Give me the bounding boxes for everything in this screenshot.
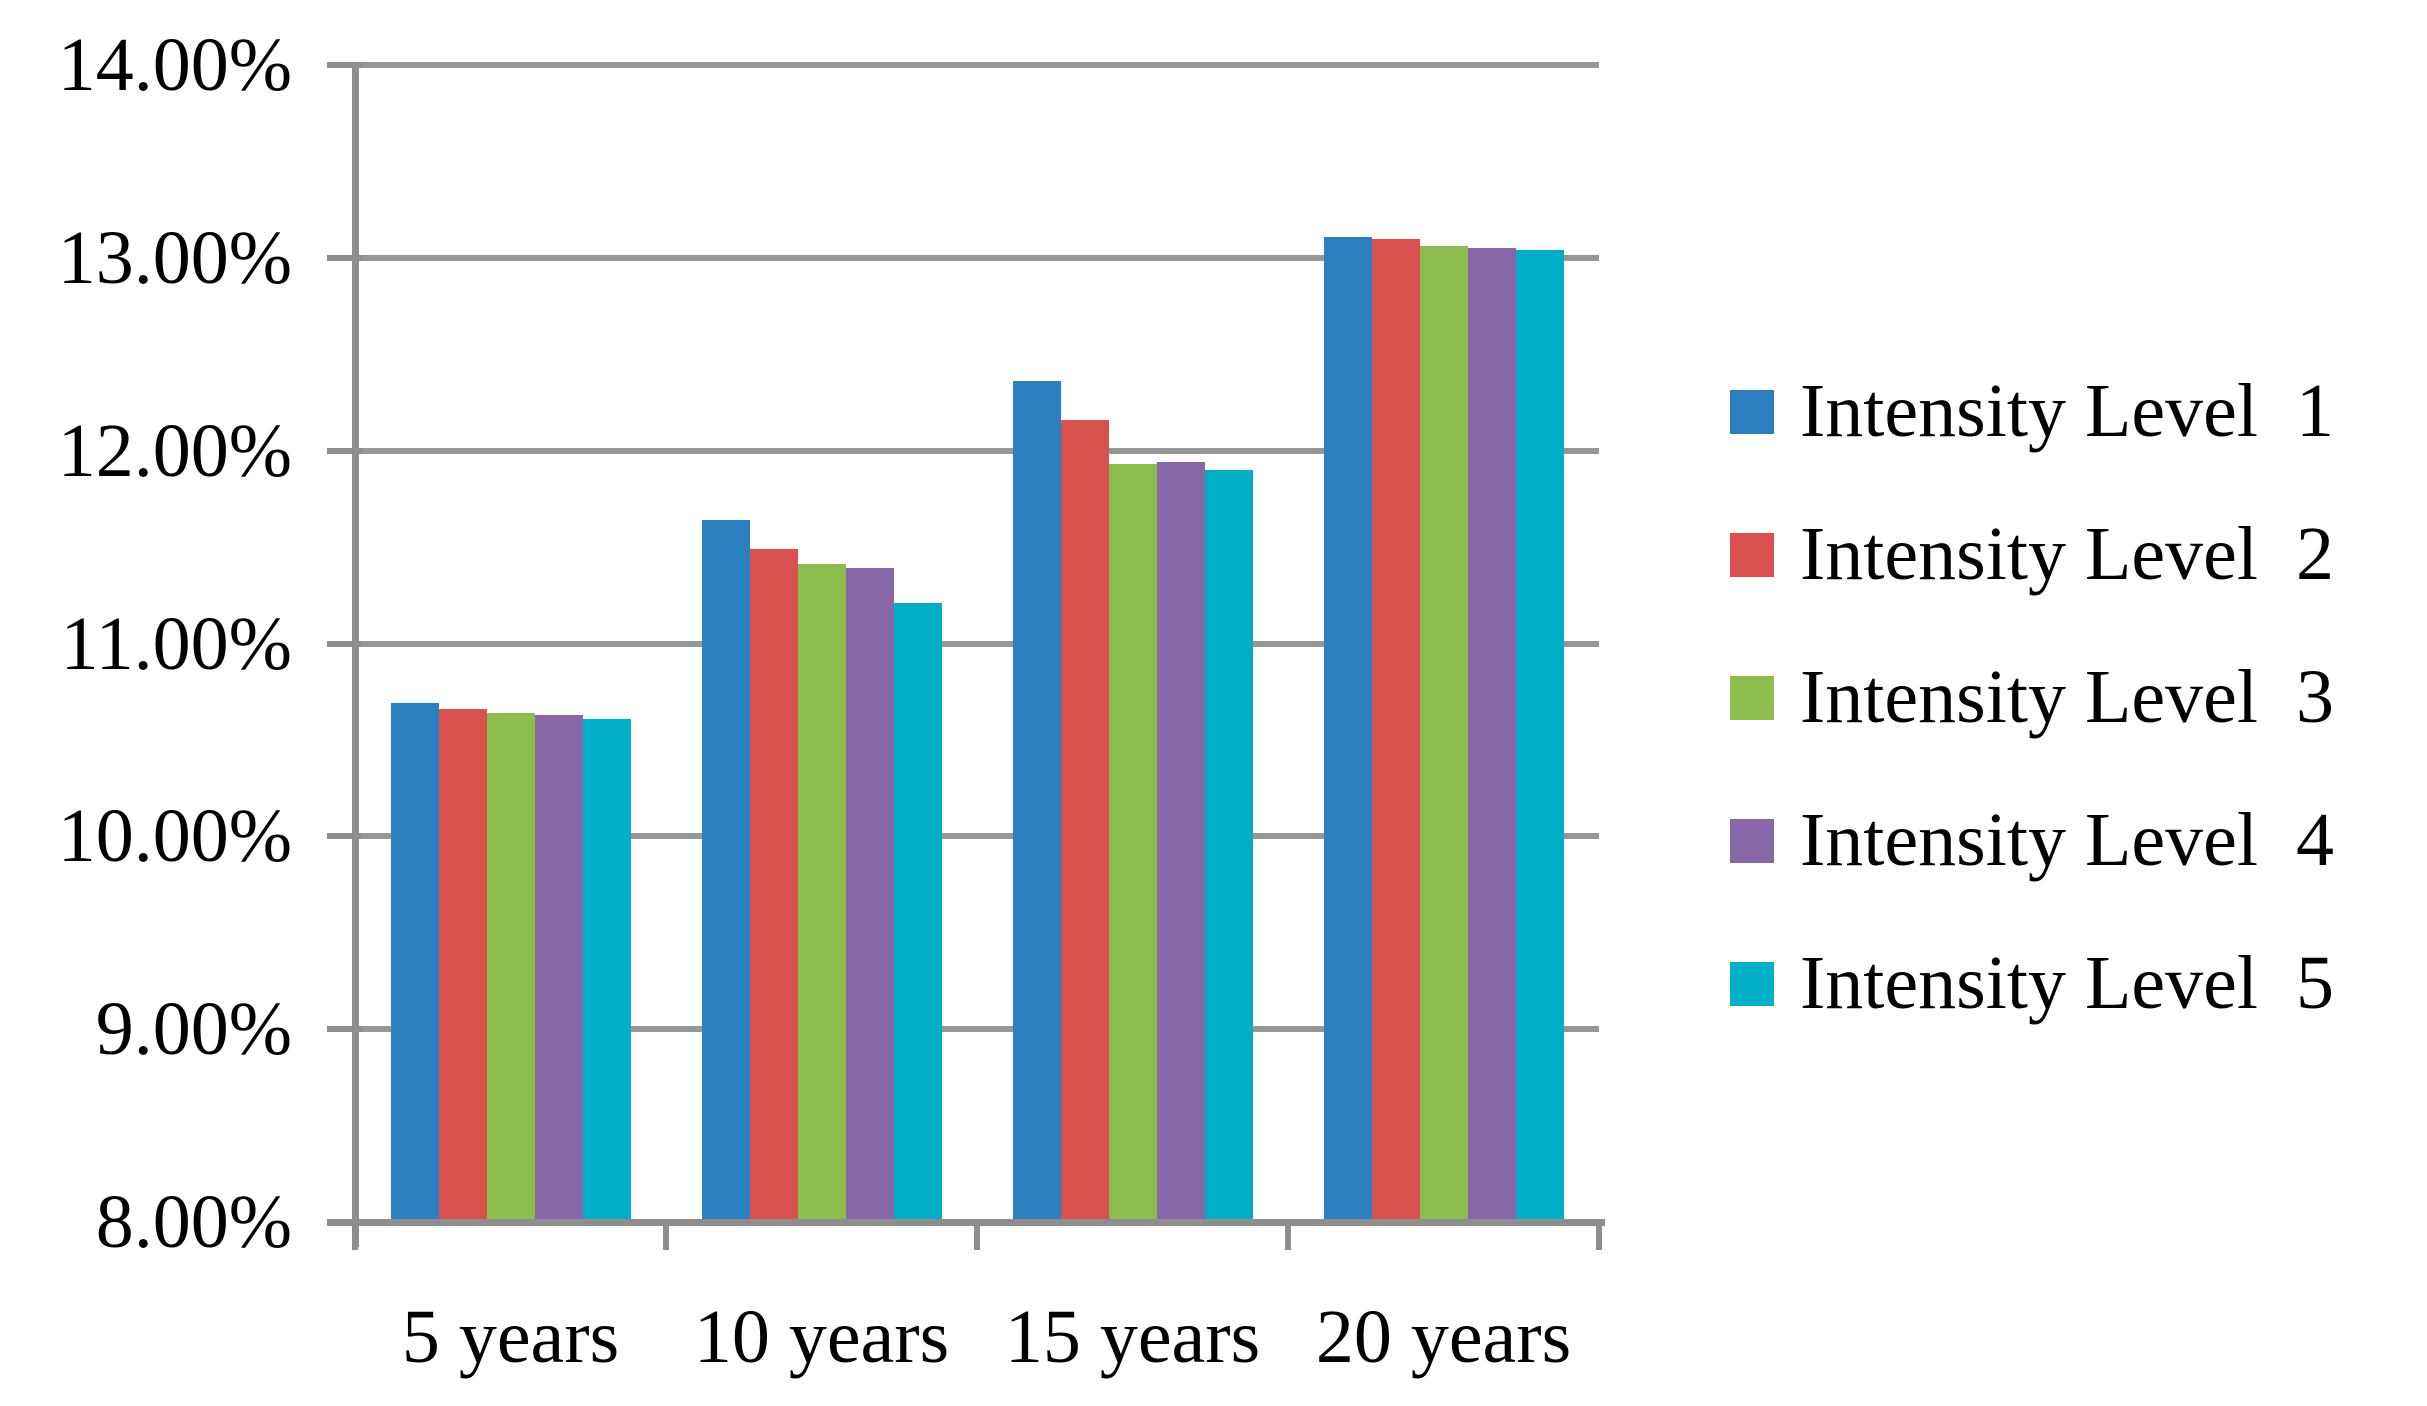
- legend: Intensity Level 1 Intensity Level 2 Intens…: [1730, 340, 2334, 1055]
- x-axis-tick: [974, 1222, 980, 1250]
- legend-item: Intensity Level 2: [1730, 483, 2334, 626]
- legend-label: Intensity Level 3: [1800, 655, 2334, 739]
- gridline: [355, 833, 1599, 840]
- legend-swatch-4: [1730, 818, 1774, 863]
- bar-intensity-level-1-5-years: [390, 703, 439, 1222]
- x-axis-category-label: 15 years: [1004, 1295, 1261, 1379]
- legend-swatch-1: [1730, 389, 1774, 434]
- gridline: [355, 1026, 1599, 1033]
- y-axis-tick: [327, 254, 363, 261]
- legend-label: Intensity Level 4: [1800, 798, 2334, 882]
- y-axis-tick: [327, 62, 363, 68]
- bar-intensity-level-4-15-years: [1156, 462, 1205, 1222]
- y-axis-tick: [327, 1026, 363, 1033]
- bar-intensity-level-5-10-years: [893, 603, 942, 1222]
- gridline: [355, 640, 1599, 647]
- y-axis-tick-label: 9.00%: [95, 987, 292, 1072]
- legend-label: Intensity Level 2: [1800, 512, 2334, 596]
- bar-intensity-level-3-10-years: [797, 564, 846, 1222]
- x-axis-tick: [1596, 1222, 1602, 1250]
- x-axis-category-label: 20 years: [1315, 1295, 1572, 1379]
- y-axis-tick: [327, 447, 363, 454]
- legend-item: Intensity Level 1: [1730, 340, 2334, 483]
- x-axis-tick: [1285, 1222, 1291, 1250]
- bar-intensity-level-1-10-years: [701, 520, 750, 1222]
- gridline: [355, 62, 1599, 68]
- y-axis-tick-label: 12.00%: [57, 408, 292, 493]
- legend-item: Intensity Level 5: [1730, 912, 2334, 1055]
- legend-swatch-5: [1730, 961, 1774, 1006]
- y-axis-tick-label: 13.00%: [57, 215, 292, 300]
- y-axis-tick-label: 8.00%: [95, 1180, 292, 1264]
- legend-swatch-2: [1730, 532, 1774, 577]
- x-axis-tick: [663, 1222, 669, 1250]
- bar-intensity-level-4-5-years: [534, 714, 583, 1222]
- bar-intensity-level-4-20-years: [1467, 248, 1516, 1222]
- x-axis-category-label: 5 years: [401, 1295, 620, 1379]
- legend-item: Intensity Level 4: [1730, 769, 2334, 912]
- bar-intensity-level-3-20-years: [1419, 246, 1468, 1222]
- y-axis-tick-label: 14.00%: [57, 23, 292, 107]
- legend-label: Intensity Level 1: [1800, 369, 2334, 453]
- legend-item: Intensity Level 3: [1730, 626, 2334, 769]
- gridline: [355, 254, 1599, 261]
- legend-swatch-3: [1730, 675, 1774, 720]
- bar-intensity-level-1-20-years: [1323, 236, 1372, 1222]
- bar-intensity-level-1-15-years: [1012, 381, 1061, 1222]
- bar-intensity-level-5-5-years: [582, 718, 631, 1222]
- bar-intensity-level-2-15-years: [1060, 419, 1109, 1222]
- y-axis-tick: [327, 640, 363, 647]
- x-axis-tick: [352, 1222, 358, 1250]
- bar-intensity-level-2-5-years: [438, 709, 487, 1222]
- y-axis-tick: [327, 833, 363, 840]
- legend-label: Intensity Level 5: [1800, 941, 2334, 1025]
- gridline: [355, 447, 1599, 454]
- x-axis-line: [327, 1219, 1605, 1226]
- bar-intensity-level-5-15-years: [1204, 469, 1253, 1222]
- y-axis-tick: [327, 1219, 363, 1225]
- bar-intensity-level-3-15-years: [1108, 464, 1157, 1222]
- bar-intensity-level-4-10-years: [845, 568, 894, 1222]
- y-axis-tick-label: 10.00%: [57, 794, 292, 879]
- bar-intensity-level-5-20-years: [1515, 250, 1564, 1222]
- bar-intensity-level-3-5-years: [486, 712, 535, 1222]
- y-axis-line: [352, 62, 359, 1247]
- bar-intensity-level-2-10-years: [749, 549, 798, 1222]
- x-axis-category-label: 10 years: [693, 1295, 950, 1379]
- bar-intensity-level-2-20-years: [1371, 238, 1420, 1222]
- y-axis-tick-label: 11.00%: [60, 601, 293, 686]
